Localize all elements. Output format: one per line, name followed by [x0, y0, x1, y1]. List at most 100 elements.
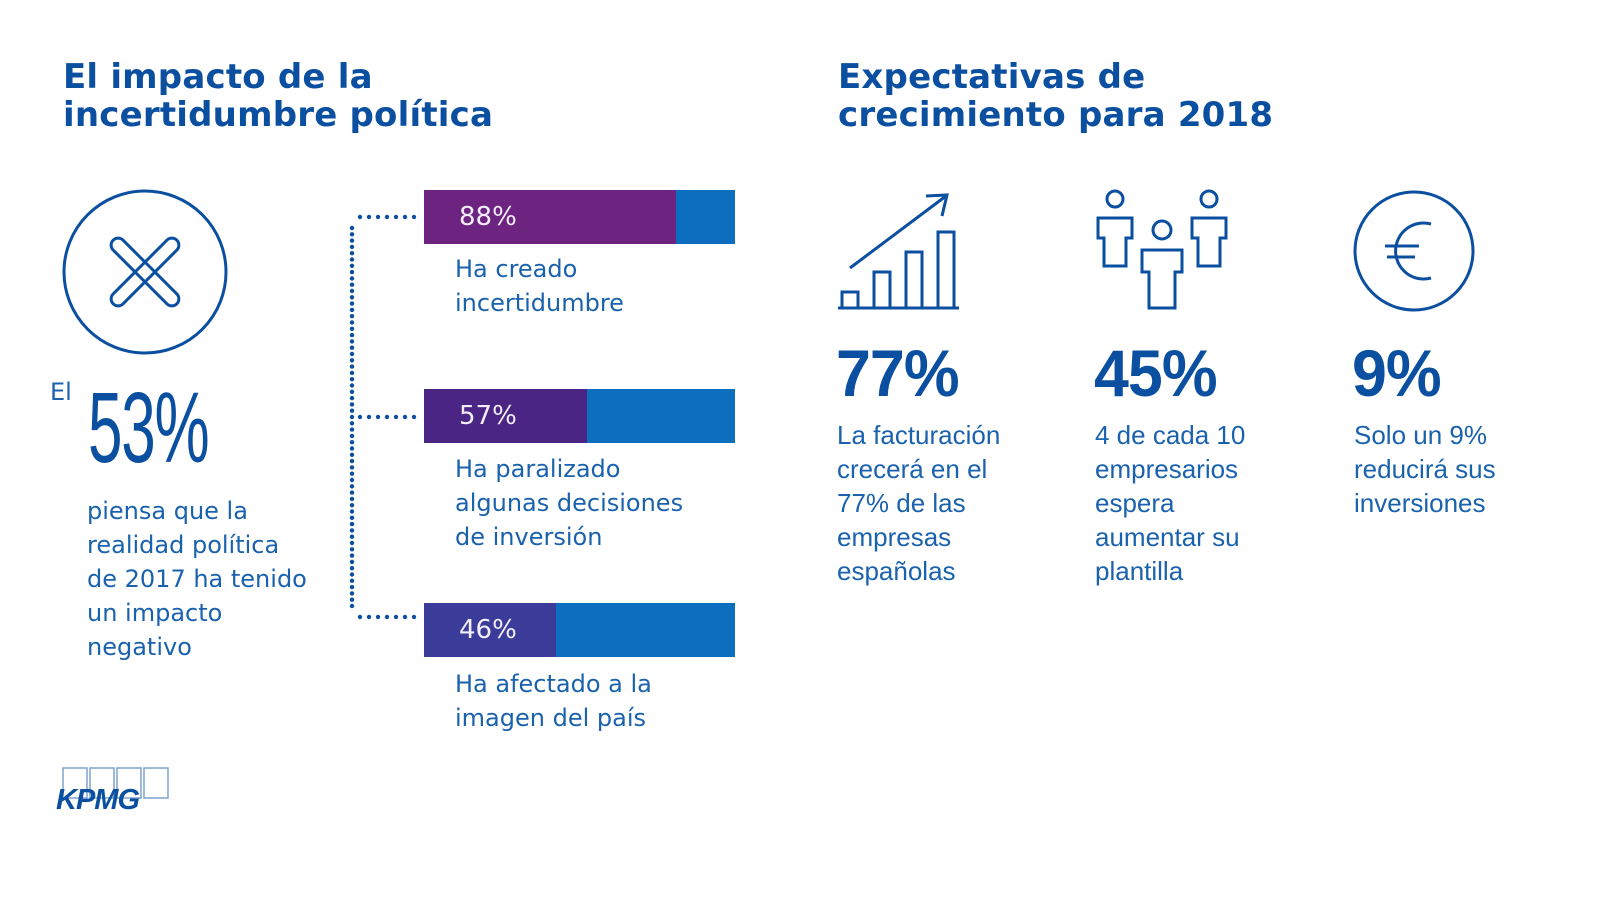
connector-dot [349, 553, 355, 558]
connector-dot [402, 414, 408, 420]
bar-value-label: 46% [459, 615, 517, 645]
connector-dot [349, 547, 355, 552]
stat-line: espera [1095, 488, 1175, 518]
connector-dot [375, 414, 381, 420]
connector-dot [349, 484, 355, 489]
connector-dot [349, 288, 355, 294]
connector-dot [349, 232, 355, 237]
connector-dot [349, 440, 355, 445]
stat-description-facturacion: La facturación crecerá en el 77% de las … [837, 418, 1000, 588]
stat-line: La facturación [837, 420, 1001, 450]
connector-dot [349, 540, 355, 546]
growth-chart-icon [838, 193, 959, 310]
connector-dot [349, 509, 355, 514]
connector-dot [366, 614, 372, 620]
people-group-icon [1096, 189, 1228, 310]
connector-dot [349, 225, 355, 231]
x-circle-icon [62, 189, 228, 355]
connector-dot [349, 477, 355, 483]
connector-dot [349, 566, 355, 571]
bar-incertidumbre: 88% [424, 190, 735, 244]
connector-dot [349, 332, 355, 338]
bar-fill [424, 389, 588, 443]
connector-dot [349, 408, 355, 413]
stat-line: españolas [837, 556, 956, 586]
connector-dot [349, 238, 355, 243]
connector-dot [411, 614, 417, 620]
connector-dot [349, 351, 355, 357]
stat-line: empresas [837, 522, 952, 552]
stat-line: inversiones [1354, 488, 1486, 518]
connector-dot [349, 427, 355, 432]
connector-dot [393, 214, 399, 220]
connector-dot [349, 320, 355, 325]
description-line: realidad política [87, 531, 280, 559]
connector-dot [349, 395, 355, 401]
right-section-title: Expectativas de crecimiento para 2018 [838, 58, 1273, 134]
connector-dot [349, 251, 355, 256]
connector-dot [349, 414, 355, 420]
kpmg-logo: KPMG [56, 766, 176, 816]
stat-value-facturacion: 77% [836, 336, 960, 410]
stat-description-inversiones: Solo un 9% reducirá sus inversiones [1354, 418, 1496, 520]
description-line: piensa que la [87, 497, 248, 525]
connector-dot [349, 295, 355, 300]
connector-dot [384, 414, 390, 420]
connector-dot [349, 358, 355, 363]
connector-dot [357, 414, 363, 420]
connector-dot [349, 534, 355, 539]
bar-imagen-pais: 46% [424, 603, 735, 657]
description-line: de 2017 ha tenido [87, 565, 307, 593]
connector-dot [349, 307, 355, 313]
kpmg-logo-boxes [62, 767, 169, 799]
connector-dot [349, 521, 355, 527]
connector-dot [375, 614, 381, 620]
connector-dot [349, 465, 355, 470]
stat-line: Solo un 9% [1354, 420, 1487, 450]
stat-line: 77% de las [837, 488, 966, 518]
stat-description-plantilla: 4 de cada 10 empresarios espera aumentar… [1095, 418, 1245, 588]
connector-dot [349, 244, 355, 250]
kpmg-logo-text: KPMG [56, 784, 140, 816]
bar-label-inversion: Ha paralizado algunas decisiones de inve… [455, 452, 683, 554]
bar-label-line: de inversión [455, 523, 603, 551]
connector-dot [349, 257, 355, 262]
right-title-line-1: Expectativas de [838, 57, 1146, 97]
left-section-title: El impacto de la incertidumbre política [63, 58, 493, 134]
connector-dot [393, 414, 399, 420]
stat-line: aumentar su [1095, 522, 1240, 552]
connector-dot [366, 414, 372, 420]
connector-dot [349, 452, 355, 457]
connector-dot [349, 446, 355, 451]
connector-dot [349, 314, 355, 319]
bar-inversion: 57% [424, 389, 735, 443]
connector-dot [349, 263, 355, 268]
connector-dot [349, 389, 355, 394]
connector-dot [349, 503, 355, 508]
connector-dot [349, 572, 355, 577]
bar-label-line: algunas decisiones [455, 489, 684, 517]
connector-dot [349, 458, 355, 464]
bar-value-label: 57% [459, 401, 517, 431]
left-title-line-2: incertidumbre política [63, 95, 494, 135]
connector-dot [349, 339, 355, 344]
connector-dot [349, 345, 355, 350]
connector-dot [349, 370, 355, 376]
connector-dot [402, 214, 408, 220]
connector-dot [357, 614, 363, 620]
connector-dot [349, 528, 355, 533]
stat-line: plantilla [1095, 556, 1184, 586]
connector-dot [349, 364, 355, 369]
connector-dot [393, 614, 399, 620]
headline-percentage: 53% [88, 372, 210, 484]
connector-dot [349, 282, 355, 287]
connector-dot [349, 383, 355, 388]
stat-line: crecerá en el [837, 454, 988, 484]
connector-dot [349, 559, 355, 565]
bar-label-line: Ha paralizado [455, 455, 621, 483]
left-title-line-1: El impacto de la [63, 57, 373, 97]
connector-dot [349, 591, 355, 596]
headline-prefix: El [50, 378, 72, 406]
bar-label-line: Ha creado [455, 255, 578, 283]
connector-dot [366, 214, 372, 220]
